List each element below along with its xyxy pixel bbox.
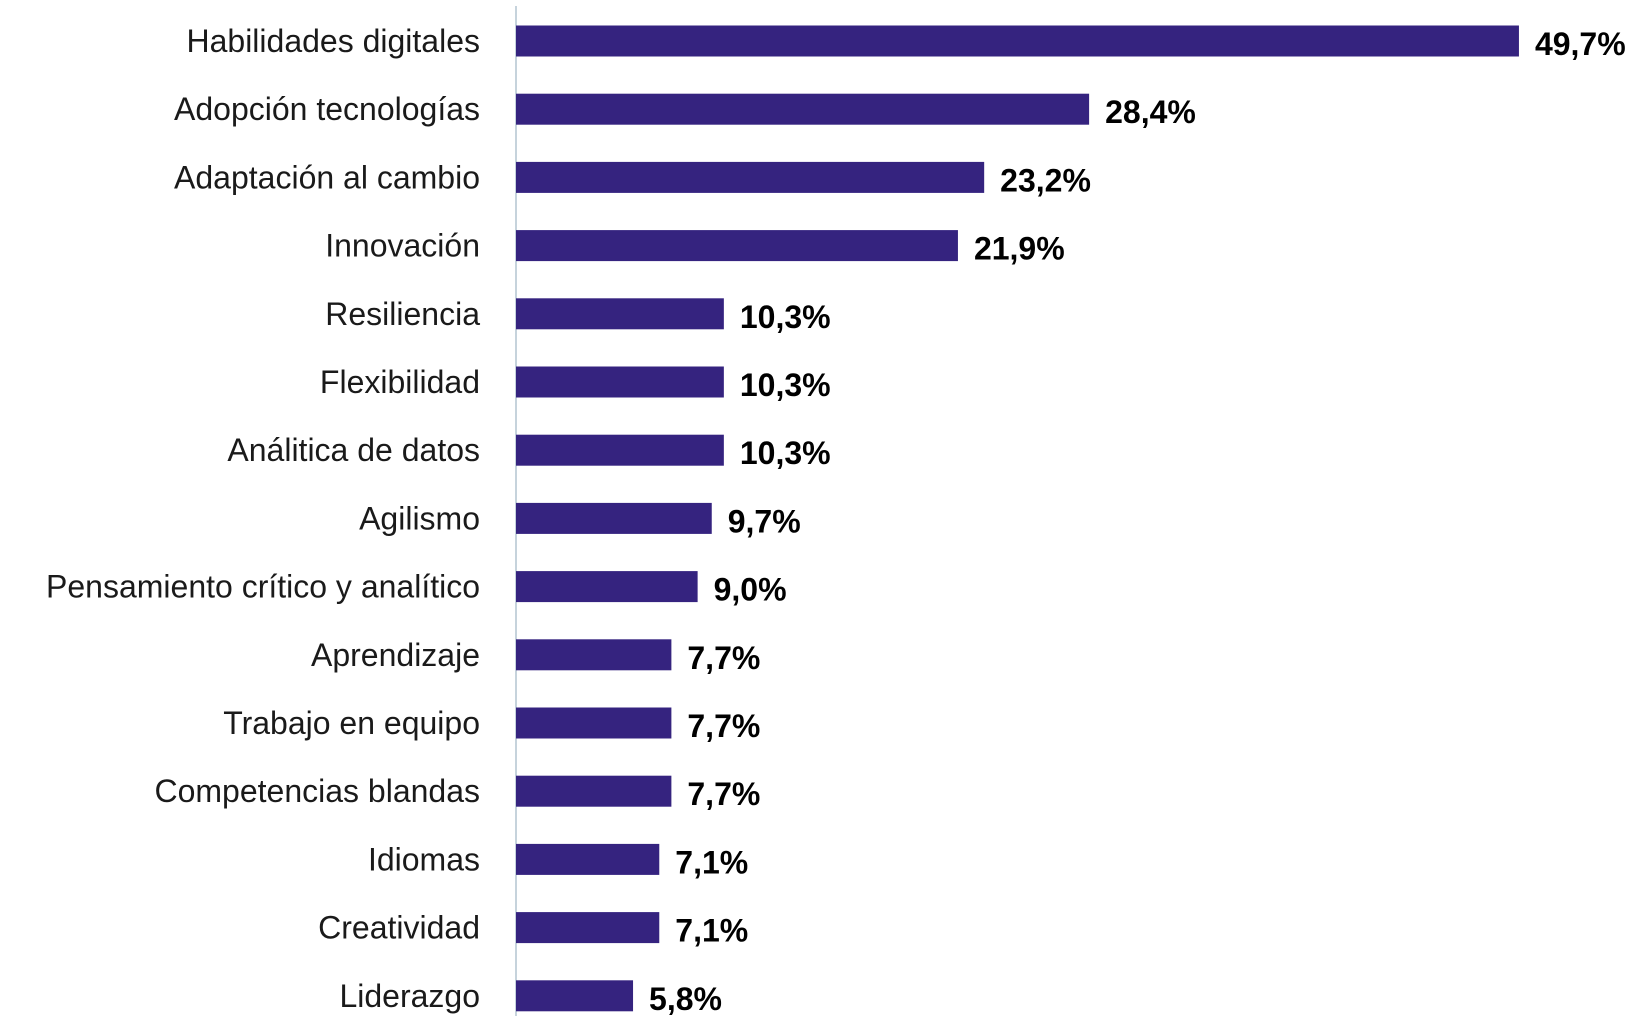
value-label: 7,1%: [675, 913, 748, 949]
value-label: 7,1%: [675, 844, 748, 880]
category-label: Trabajo en equipo: [223, 705, 480, 741]
category-labels-group: Habilidades digitales Adopción tecnología…: [46, 23, 480, 1014]
bar: [516, 843, 660, 875]
category-label: Idiomas: [368, 841, 480, 877]
value-label: 10,3%: [740, 367, 831, 403]
bar: [516, 775, 672, 807]
category-label: Pensamiento crítico y analítico: [46, 569, 480, 605]
bar: [516, 366, 724, 398]
bar: [516, 25, 1519, 57]
category-label: Flexibilidad: [320, 364, 480, 400]
category-label: Liderazgo: [339, 978, 480, 1014]
value-label: 10,3%: [740, 299, 831, 335]
bars-group: [516, 25, 1519, 1012]
category-label: Adopción tecnologías: [174, 91, 480, 127]
value-label: 9,7%: [728, 503, 801, 539]
value-label: 5,8%: [649, 981, 722, 1017]
value-label: 23,2%: [1000, 162, 1091, 198]
value-label: 10,3%: [740, 435, 831, 471]
category-label: Aprendizaje: [311, 637, 480, 673]
value-label: 7,7%: [687, 708, 760, 744]
bar: [516, 502, 712, 534]
value-label: 7,7%: [687, 640, 760, 676]
bar: [516, 93, 1090, 125]
category-label: Resiliencia: [325, 296, 480, 332]
bar: [516, 980, 634, 1012]
bar: [516, 571, 698, 603]
bar: [516, 639, 672, 671]
category-label: Competencias blandas: [154, 773, 480, 809]
value-label: 7,7%: [687, 776, 760, 812]
category-label: Habilidades digitales: [186, 23, 480, 59]
bar: [516, 161, 985, 193]
bar: [516, 230, 958, 262]
category-label: Análitica de datos: [227, 432, 480, 468]
bar: [516, 298, 724, 330]
category-label: Agilismo: [359, 500, 480, 536]
bar: [516, 707, 672, 739]
category-label: Adaptación al cambio: [174, 159, 480, 195]
category-label: Creatividad: [318, 910, 480, 946]
bar: [516, 912, 660, 944]
value-label: 49,7%: [1535, 26, 1626, 62]
value-label: 21,9%: [974, 231, 1065, 267]
value-label: 9,0%: [714, 572, 787, 608]
value-label: 28,4%: [1105, 94, 1196, 130]
bar: [516, 434, 724, 466]
category-label: Innovación: [325, 228, 480, 264]
value-labels-group: 49,7% 28,4% 23,2% 21,9% 10,3% 10,3% 10,3% 9,7% 9…: [649, 26, 1626, 1017]
